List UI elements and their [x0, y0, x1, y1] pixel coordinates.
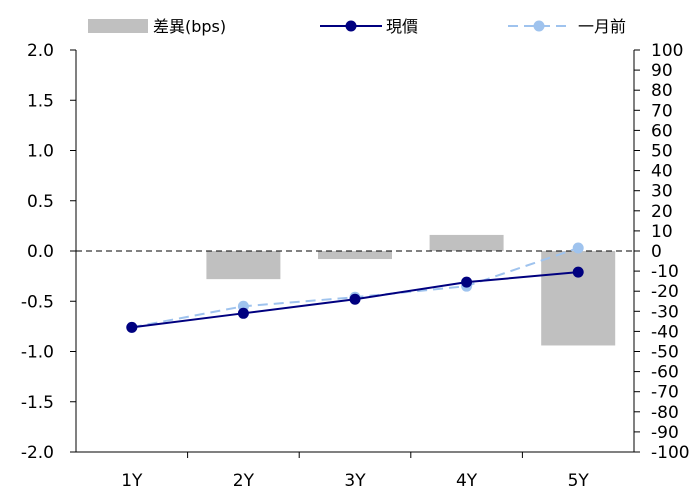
point-現價-2Y	[237, 307, 249, 319]
point-現價-3Y	[349, 293, 361, 305]
left-tick-label: 2.0	[27, 41, 54, 61]
legend-label-line: 現價	[386, 17, 418, 36]
point-現價-1Y	[126, 321, 138, 333]
right-tick-label: -10	[651, 262, 679, 282]
legend-label-dashed: 一月前	[578, 17, 626, 36]
tick-labels: 2.01.51.00.50.0-0.5-1.0-1.5-2.0100908070…	[21, 41, 690, 491]
right-tick-label: -20	[651, 282, 679, 302]
point-一月前-5Y	[572, 242, 584, 254]
right-tick-label: -50	[651, 343, 679, 363]
right-tick-label: -80	[651, 403, 679, 423]
bar-4Y	[429, 234, 504, 251]
bar-series	[206, 234, 616, 346]
left-tick-label: 0.5	[27, 192, 54, 212]
left-tick-label: -0.5	[21, 292, 54, 312]
right-tick-label: -90	[651, 423, 679, 443]
line-series	[126, 242, 584, 333]
left-tick-label: -1.0	[21, 343, 54, 363]
x-tick-label: 5Y	[568, 471, 590, 491]
right-tick-label: 100	[651, 41, 683, 61]
bar-5Y	[541, 251, 616, 346]
legend-marker-line	[345, 20, 357, 32]
left-tick-label: 1.5	[27, 91, 54, 111]
right-tick-label: 0	[651, 242, 662, 262]
bar-2Y	[206, 251, 281, 280]
left-tick-label: 1.0	[27, 142, 54, 162]
right-tick-label: 10	[651, 222, 673, 242]
x-tick-label: 1Y	[121, 471, 143, 491]
left-tick-label: 0.0	[27, 242, 54, 262]
line-一月前	[131, 247, 579, 329]
right-tick-label: 90	[651, 61, 673, 81]
axes	[70, 49, 640, 458]
right-tick-label: 60	[651, 121, 673, 141]
point-現價-5Y	[572, 266, 584, 278]
left-tick-label: -1.5	[21, 393, 54, 413]
legend: 差異(bps) 現價 一月前	[88, 17, 626, 36]
legend-label-bar: 差異(bps)	[153, 17, 226, 36]
legend-marker-dashed	[533, 20, 545, 32]
x-tick-label: 3Y	[344, 471, 366, 491]
x-tick-label: 4Y	[456, 471, 478, 491]
point-現價-4Y	[461, 276, 473, 288]
legend-swatch-bar	[88, 19, 148, 33]
right-tick-label: 40	[651, 162, 673, 182]
bar-3Y	[318, 251, 392, 260]
right-tick-label: -30	[651, 302, 679, 322]
right-tick-label: 70	[651, 101, 673, 121]
left-tick-label: -2.0	[21, 443, 54, 463]
right-tick-label: -40	[651, 322, 679, 342]
right-tick-label: 20	[651, 202, 673, 222]
right-tick-label: 30	[651, 182, 673, 202]
right-tick-label: -60	[651, 363, 679, 383]
right-tick-label: -100	[651, 443, 690, 463]
right-tick-label: 80	[651, 81, 673, 101]
right-tick-label: -70	[651, 383, 679, 403]
right-tick-label: 50	[651, 142, 673, 162]
x-tick-label: 2Y	[233, 471, 255, 491]
